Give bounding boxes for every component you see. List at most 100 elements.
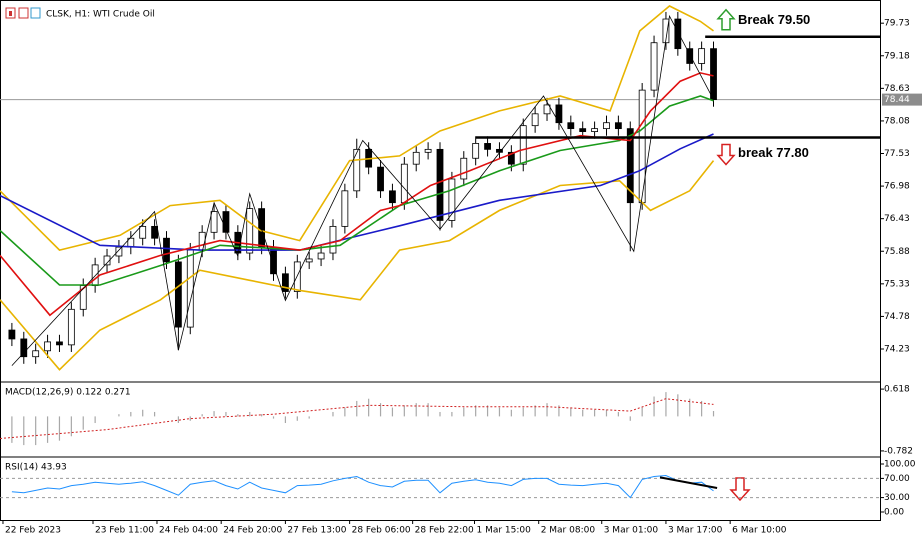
icon (18, 7, 29, 19)
candle-body (674, 18, 682, 50)
candle-body (210, 211, 218, 233)
rsi-title: RSI(14) 43.93 (5, 463, 67, 473)
macd-bar (498, 407, 501, 417)
candle-body (377, 166, 384, 192)
candle-body (317, 252, 325, 260)
macd-bar (451, 411, 453, 417)
macd-bar (653, 396, 655, 417)
macd-bar (153, 411, 156, 417)
plot-frame (0, 0, 881, 521)
candle-body (650, 42, 658, 91)
candle-body (32, 350, 40, 358)
x-tick-label: 2 Mar 08:00 (541, 526, 596, 536)
macd-bar (641, 407, 643, 417)
indicator-line (0, 72, 714, 317)
candle-body (662, 18, 670, 44)
candle-body (174, 261, 182, 328)
candle-body (448, 178, 456, 221)
macd-bar (332, 411, 334, 417)
macd-bar (118, 414, 120, 417)
candle-body (531, 113, 539, 127)
macd-bar (70, 416, 72, 437)
macd-bar (605, 409, 608, 417)
candle-body (163, 237, 170, 263)
y-tick-label: 74.23 (884, 345, 910, 355)
macd-bar (677, 394, 679, 417)
level-label: break 77.80 (738, 145, 809, 160)
macd-bar (463, 407, 465, 417)
last-price-box (882, 93, 922, 106)
level-label: Break 79.50 (738, 12, 810, 27)
x-tick-label: 28 Feb 22:00 (415, 526, 474, 536)
candle-body (436, 148, 444, 221)
indicator-line (0, 160, 715, 371)
y-tick-label: 75.33 (884, 279, 910, 289)
y-tick-label: 30.00 (884, 493, 910, 503)
macd-bar (130, 411, 132, 417)
candle-body (579, 128, 587, 132)
level-arrow (716, 8, 736, 31)
icon (9, 11, 12, 16)
candle-body (484, 143, 491, 150)
candle-body (103, 255, 111, 266)
candle-body (460, 157, 468, 180)
y-tick-label: -0.782 (884, 446, 913, 456)
candle-body (472, 143, 480, 159)
macd-bar (570, 407, 572, 417)
macd-bar (522, 407, 524, 417)
macd-bar (593, 409, 596, 417)
macd-bar (46, 416, 49, 443)
y-tick-label: 79.18 (884, 51, 910, 61)
x-tick-label: 3 Mar 01:00 (604, 526, 659, 536)
candle-body (329, 225, 337, 254)
macd-bar (701, 400, 703, 417)
macd-bar (582, 409, 584, 417)
macd-bar (272, 416, 275, 419)
macd-bar (427, 403, 429, 417)
candle-body (710, 48, 717, 101)
macd-bar (11, 416, 13, 443)
macd-bar (249, 411, 251, 417)
y-tick-label: 77.53 (884, 149, 910, 159)
x-tick-label: 28 Feb 06:00 (352, 526, 411, 536)
candle-body (555, 104, 563, 124)
candle-body (186, 249, 194, 328)
rsi-line (11, 474, 714, 499)
macd-bar (344, 407, 346, 417)
x-tick-label: 22 Feb 2023 (5, 526, 61, 536)
y-tick-label: 79.73 (884, 19, 910, 29)
candle-body (258, 208, 266, 248)
candle-body (139, 225, 147, 239)
candle-body (603, 122, 610, 130)
macd-bar (308, 416, 310, 419)
candle-body (8, 329, 16, 340)
macd-bar (35, 416, 37, 446)
macd-signal (0, 398, 714, 439)
candle-body (67, 308, 75, 346)
candle-body (270, 246, 277, 275)
macd-bar (439, 411, 441, 417)
y-tick-label: 100.00 (884, 459, 916, 469)
macd-bar (225, 411, 227, 417)
macd-bar (296, 416, 298, 421)
icon (30, 7, 41, 19)
x-tick-label: 23 Feb 11:00 (95, 526, 154, 536)
y-tick-label: 75.88 (884, 247, 910, 257)
x-tick-label: 1 Mar 15:00 (476, 526, 531, 536)
candle-body (389, 190, 396, 204)
y-tick-label: 78.08 (884, 116, 910, 126)
y-tick-label: 76.98 (884, 182, 910, 192)
y-tick-label: 74.78 (884, 312, 910, 322)
macd-bar (237, 414, 239, 417)
macd-bar (213, 411, 215, 417)
macd-bar (261, 414, 263, 417)
candle-body (412, 151, 420, 165)
macd-bar (558, 405, 560, 417)
candle-body (400, 163, 408, 204)
indicator-line (0, 95, 714, 286)
macd-bar (546, 403, 548, 417)
macd-bar (94, 416, 96, 424)
macd-bar (82, 416, 84, 430)
y-tick-label: 76.43 (884, 214, 910, 224)
